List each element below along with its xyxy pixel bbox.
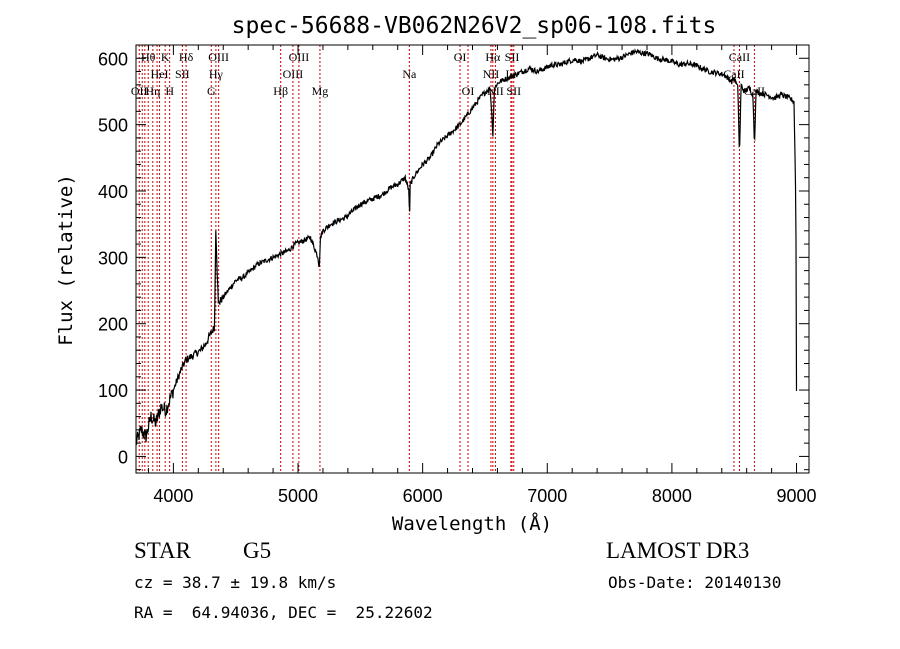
line-markers — [138, 45, 755, 473]
line-marker-label: NII — [487, 84, 504, 98]
y-axis: 0 100 200 300 400 500 600 — [98, 44, 809, 471]
line-marker-label: Hθ — [141, 50, 156, 64]
line-marker-label: OIII — [208, 50, 229, 64]
line-marker-label: Na — [402, 67, 417, 81]
line-marker-label: OI — [462, 84, 475, 98]
y-tick-label: 500 — [98, 116, 128, 136]
chart-title: spec-56688-VB062N26V2_sp06-108.fits — [232, 13, 717, 39]
line-marker-label: Li — [506, 67, 517, 81]
line-marker-label: NII — [483, 67, 500, 81]
x-tick-label: 6000 — [403, 486, 443, 506]
y-tick-label: 400 — [98, 182, 128, 202]
x-tick-label: 8000 — [652, 486, 692, 506]
x-tick-label: 5000 — [278, 486, 318, 506]
redshift-value: cz = 38.7 ± 19.8 km/s — [134, 573, 337, 592]
y-tick-label: 200 — [98, 315, 128, 335]
line-marker-label: Mg — [312, 84, 329, 98]
x-tick-label: 9000 — [777, 486, 817, 506]
line-marker-label: Hα — [485, 50, 501, 64]
line-marker-label: OII — [131, 84, 148, 98]
observation-date: Obs-Date: 20140130 — [608, 573, 782, 592]
object-class: STAR — [134, 538, 191, 563]
line-marker-label: SII — [175, 67, 190, 81]
y-tick-label: 0 — [118, 447, 128, 467]
line-marker-label: CaII — [729, 50, 750, 64]
x-tick-label: 7000 — [527, 486, 567, 506]
line-marker-label: G — [207, 84, 216, 98]
y-axis-label: Flux (relative) — [55, 174, 77, 346]
line-marker-label: OIII — [289, 50, 310, 64]
spectrum-line — [135, 48, 798, 445]
line-marker-label: Hγ — [209, 67, 224, 81]
line-marker-label: SII — [506, 84, 521, 98]
coordinates: RA = 64.94036, DEC = 25.22602 — [134, 603, 433, 622]
line-marker-labels: OIIHθHηHeIKHSIIHδGHγOIIIHβOIIIOIIIMgNaOI… — [131, 50, 765, 98]
y-tick-label: 300 — [98, 248, 128, 268]
line-marker-label: OIII — [283, 67, 304, 81]
x-axis: 4000 5000 6000 7000 8000 9000 — [147, 45, 817, 506]
x-tick-label: 4000 — [153, 486, 193, 506]
line-marker-label: Hδ — [179, 50, 194, 64]
y-tick-label: 100 — [98, 381, 128, 401]
y-tick-label: 600 — [98, 49, 128, 69]
survey-name: LAMOST DR3 — [606, 538, 750, 563]
x-axis-label: Wavelength (Å) — [392, 512, 552, 535]
line-marker-label: H — [165, 84, 174, 98]
line-marker-label: OI — [454, 50, 467, 64]
line-marker-label: K — [161, 50, 170, 64]
line-marker-label: Hη — [145, 84, 160, 98]
spectral-subclass: G5 — [243, 538, 272, 563]
line-marker-label: HeI — [151, 67, 169, 81]
line-marker-label: Hβ — [273, 84, 288, 98]
line-marker-label: SII — [505, 50, 520, 64]
